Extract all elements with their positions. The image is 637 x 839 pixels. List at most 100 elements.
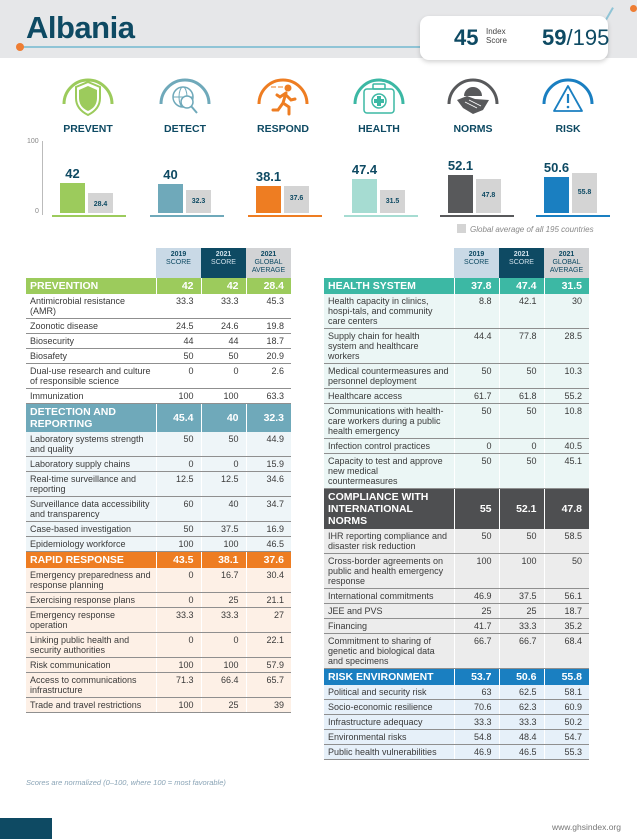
category-name: RAPID RESPONSE bbox=[30, 554, 124, 566]
score-2019: 61.7 bbox=[453, 388, 499, 404]
global-average: 50 bbox=[543, 553, 589, 589]
table-row: Exercising response plans 0 25 21.1 bbox=[26, 592, 291, 608]
global-average: 55.3 bbox=[543, 744, 589, 760]
global-average: 18.7 bbox=[245, 333, 291, 349]
score-2019: 50 bbox=[453, 453, 499, 489]
indicator-label: Laboratory systems strength and quality bbox=[26, 432, 156, 457]
bar-country-detect bbox=[158, 184, 183, 213]
index-label-line2: Score bbox=[486, 36, 507, 45]
indicator-label: JEE and PVS bbox=[324, 603, 454, 619]
table-row: International commitments 46.9 37.5 56.1 bbox=[324, 588, 589, 604]
bar-country-health bbox=[352, 178, 377, 213]
table-row: Surveillance data accessibility and tran… bbox=[26, 496, 291, 522]
global-average: 21.1 bbox=[245, 592, 291, 608]
bar-country-risk bbox=[544, 176, 569, 213]
global-average: 35.2 bbox=[543, 618, 589, 634]
table-row: Commitment to sharing of genetic and bio… bbox=[324, 633, 589, 669]
global-average: 58.1 bbox=[543, 685, 589, 700]
decorative-dot bbox=[630, 5, 637, 12]
score-2021: 25 bbox=[200, 592, 246, 608]
global-average: 46.5 bbox=[245, 536, 291, 552]
score-2021: 16.7 bbox=[200, 568, 246, 593]
global-average: 30.4 bbox=[245, 568, 291, 593]
score-card: 45 Index Score 59/195 bbox=[420, 16, 610, 60]
category-score-2021: 50.6 bbox=[498, 668, 544, 685]
indicator-label: Biosecurity bbox=[26, 333, 156, 349]
score-2021: 50 bbox=[498, 403, 544, 439]
rank-total: /195 bbox=[566, 25, 610, 50]
score-2019: 33.3 bbox=[155, 607, 201, 633]
score-2019: 0 bbox=[155, 456, 201, 472]
global-average: 45.1 bbox=[543, 453, 589, 489]
global-average: 39 bbox=[245, 697, 291, 713]
warning-triangle-icon bbox=[542, 78, 594, 112]
indicator-label: Communications with health-care workers … bbox=[324, 403, 454, 439]
category-score-2021: 47.4 bbox=[498, 278, 544, 294]
indicator-label: Healthcare access bbox=[324, 388, 454, 404]
category-health: HEALTH bbox=[339, 66, 419, 136]
global-average: 57.9 bbox=[245, 657, 291, 673]
score-2019: 46.9 bbox=[453, 588, 499, 604]
y-tick-0: 0 bbox=[35, 208, 39, 215]
category-name: PREVENTION bbox=[30, 280, 99, 292]
footer-bar bbox=[0, 818, 52, 839]
table-row: Linking public health and security autho… bbox=[26, 632, 291, 658]
score-2021: 0 bbox=[200, 456, 246, 472]
indicator-label: Public health vulnerabilities bbox=[324, 744, 454, 760]
score-2021: 66.4 bbox=[200, 672, 246, 698]
score-2019: 60 bbox=[155, 496, 201, 522]
bar-label-global: 37.6 bbox=[289, 195, 304, 203]
indicator-label: Risk communication bbox=[26, 657, 156, 673]
score-2021: 25 bbox=[498, 603, 544, 619]
footnote: Scores are normalized (0–100, where 100 … bbox=[26, 778, 226, 787]
bar-label-global: 47.8 bbox=[481, 191, 496, 199]
table-row: Infection control practices 0 0 40.5 bbox=[324, 438, 589, 454]
score-2021: 50 bbox=[498, 363, 544, 389]
category-global-avg: 31.5 bbox=[543, 278, 589, 294]
category-score-2019: 53.7 bbox=[453, 668, 499, 685]
indicator-label: Emergency response operation bbox=[26, 607, 156, 633]
indicator-label: Financing bbox=[324, 618, 454, 634]
category-header-row: COMPLIANCE WITH INTERNATIONAL NORMS 55 52.… bbox=[324, 488, 589, 529]
category-prevent: PREVENT bbox=[48, 66, 128, 136]
category-score-2021: 38.1 bbox=[200, 551, 246, 568]
score-2021: 48.4 bbox=[498, 729, 544, 745]
global-average: 18.7 bbox=[543, 603, 589, 619]
table-row: Communications with health-care workers … bbox=[324, 403, 589, 439]
bar-country-respond bbox=[256, 185, 281, 213]
category-global-avg: 32.3 bbox=[245, 403, 291, 432]
score-2021: 25 bbox=[200, 697, 246, 713]
blank-header bbox=[26, 248, 156, 278]
col-header-2021: 2021 SCORE bbox=[201, 248, 246, 278]
col-header-global: 2021 GLOBAL AVERAGE bbox=[544, 248, 589, 278]
score-2019: 71.3 bbox=[155, 672, 201, 698]
table-row: Real-time surveillance and reporting 12.5… bbox=[26, 471, 291, 497]
bar-global-detect bbox=[186, 189, 211, 213]
global-average: 60.9 bbox=[543, 699, 589, 715]
footer-url: www.ghsindex.org bbox=[552, 822, 621, 832]
bar-label-country: 42 bbox=[65, 165, 80, 181]
score-2019: 0 bbox=[155, 568, 201, 593]
legend-label: Global average of all 195 countries bbox=[470, 225, 594, 234]
score-2019: 50 bbox=[155, 432, 201, 457]
index-label-line1: Index bbox=[486, 27, 506, 36]
global-average: 28.5 bbox=[543, 328, 589, 364]
bar-label-global: 55.8 bbox=[577, 188, 592, 196]
indicator-label: Medical countermeasures and personnel de… bbox=[324, 363, 454, 389]
running-person-icon bbox=[257, 78, 309, 116]
col-header-2019: 2019 SCORE bbox=[156, 248, 201, 278]
score-2021: 46.5 bbox=[498, 744, 544, 760]
score-2021: 33.3 bbox=[200, 607, 246, 633]
indicator-label: Political and security risk bbox=[324, 685, 454, 700]
category-global-avg: 47.8 bbox=[543, 488, 589, 529]
table-row: Emergency preparedness and response plan… bbox=[26, 568, 291, 593]
table-row: Antimicrobial resistance (AMR) 33.3 33.3 45… bbox=[26, 294, 291, 319]
col-header-global: 2021 GLOBAL AVERAGE bbox=[246, 248, 291, 278]
indicator-label: Biosafety bbox=[26, 348, 156, 364]
score-2019: 66.7 bbox=[453, 633, 499, 669]
score-2021: 0 bbox=[200, 632, 246, 658]
indicator-label: Epidemiology workforce bbox=[26, 536, 156, 552]
score-2019: 25 bbox=[453, 603, 499, 619]
indicator-label: Cross-border agreements on public and he… bbox=[324, 553, 454, 589]
shield-icon bbox=[62, 78, 114, 117]
